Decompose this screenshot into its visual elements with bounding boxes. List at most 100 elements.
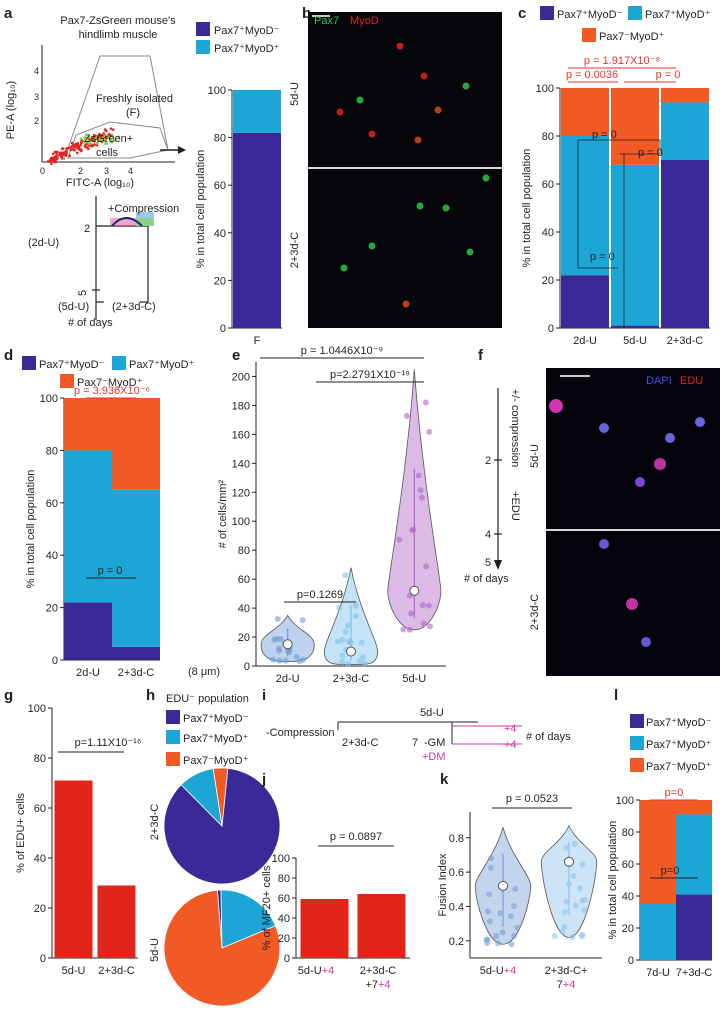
data-point [551,933,558,940]
bar-segment [64,602,112,660]
flow-event [68,146,72,149]
panel-b-letter: b [302,5,311,22]
data-point [485,908,492,915]
legend-a-swatch-1 [196,22,210,36]
y-tick-label: 40 [278,913,290,925]
legend-d-label-3: Pax7⁻MyoD⁺ [77,377,143,389]
x-tick-label: 2+3d-C [98,965,134,977]
data-point [406,626,413,633]
y-tick-label: 100 [616,795,634,807]
x-tick-label: 2d-U [76,667,100,679]
data-point [559,928,566,935]
y-tick-label: 20 [34,903,46,915]
c-pval-1: p = 1.917X10⁻⁸ [584,55,660,67]
legend-d-label-2: Pax7⁺MyoD⁺ [129,359,195,371]
flow-event [93,143,97,146]
panel-k-letter: k [440,771,449,788]
median-marker [498,880,508,891]
k-xlabel-1: 5d-U+4 [480,965,516,977]
h-row-1: 2+3d-C [149,804,161,840]
data-point [360,654,367,661]
panel-h-letter: h [146,687,155,704]
cell [420,72,428,80]
flow-title-1: Pax7-ZsGreen mouse's [60,15,176,27]
data-point [561,908,568,915]
y-tick-label: 140 [232,458,250,470]
y-tick-label: 100 [272,853,290,865]
j-xlabel-2a: 2+3d-C [360,965,396,977]
flow-event [55,151,59,154]
y-tick-label: 80 [238,545,250,557]
y-tick-label: 40 [622,891,634,903]
flow-event [76,145,79,148]
data-point [361,660,368,667]
data-point [282,657,289,664]
bar-segment [561,275,609,328]
flow-event [98,132,101,136]
bar-segment [676,894,712,960]
y-tick-label: 0 [628,955,634,967]
y-tick-label: 0 [284,953,290,965]
data-point [410,526,417,533]
timeline-a-days: # of days [68,317,113,329]
cell [462,82,470,90]
x-tick-label: 2+3d-C [333,673,369,685]
y-tick-label: 20 [46,603,58,615]
data-point [417,487,424,494]
data-point [270,656,277,663]
y-tick-label: 20 [214,275,226,287]
flow-event [97,135,101,139]
y-tick-label: 180 [232,400,250,412]
y-tick-label: 20 [542,275,554,287]
legend-l-swatch-3 [630,758,644,772]
y-tick-label: 0 [220,323,226,335]
data-point [342,572,349,579]
bar-segment [64,398,112,451]
data-point [508,941,515,948]
x-tick-label: 2d-U [276,673,300,685]
k-xlabel-2b: 7+4 [557,979,576,991]
y-tick-label: 40 [542,227,554,239]
x-tick-label: 2d-U [573,335,597,347]
flow-event [48,159,52,162]
flow-event [101,137,105,141]
cells-label-2: cells [96,147,119,159]
c-pval-4: p = 0 [592,129,617,141]
data-point [403,412,410,419]
y-tick-label: 60 [238,574,250,586]
cells-label-1: ZsGreen+ [84,133,133,145]
legend-l-swatch-2 [630,736,644,750]
y-tick-label: 0.2 [449,936,464,948]
flow-event [51,152,55,156]
k-xlabel-2a: 2+3d-C+ [545,965,588,977]
bar-segment [676,814,712,895]
cell [414,136,422,144]
median-marker [409,585,420,596]
micrograph-b-row-1: 5d-U [289,82,301,106]
chart-a: 0 20 40 60 80 100 % in total cell population F [195,85,282,347]
y-tick-label: 80 [278,873,290,885]
legend-a-label-1: Pax7⁺MyoD⁻ [214,25,280,37]
flow-event [89,142,93,145]
data-point [499,929,506,936]
data-point [274,615,281,622]
micrograph-b-stain-pax7: Pax7 [314,15,339,27]
median-marker [564,856,574,867]
flow-event [95,135,99,139]
flow-event [79,137,83,141]
y-axis-label: % in total cell population [195,150,207,269]
c-brackets [568,67,676,328]
flow-event [53,150,57,154]
k-pval: p = 0.0523 [506,793,558,805]
chart-d: 0 20 40 60 80 100 % in total cell population 2d… [25,393,160,679]
d-x-suffix: (8 μm) [188,666,220,678]
timeline-a [92,196,154,320]
micrograph-f-stain-dapi: DAPI [646,375,672,387]
data-point [334,638,341,645]
data-point [571,840,578,847]
data-point [356,658,363,665]
bar-segment [611,164,659,326]
data-point [486,891,493,898]
legend-l-label-2: Pax7⁺MyoD⁺ [646,739,712,751]
bar-segment [611,88,659,165]
